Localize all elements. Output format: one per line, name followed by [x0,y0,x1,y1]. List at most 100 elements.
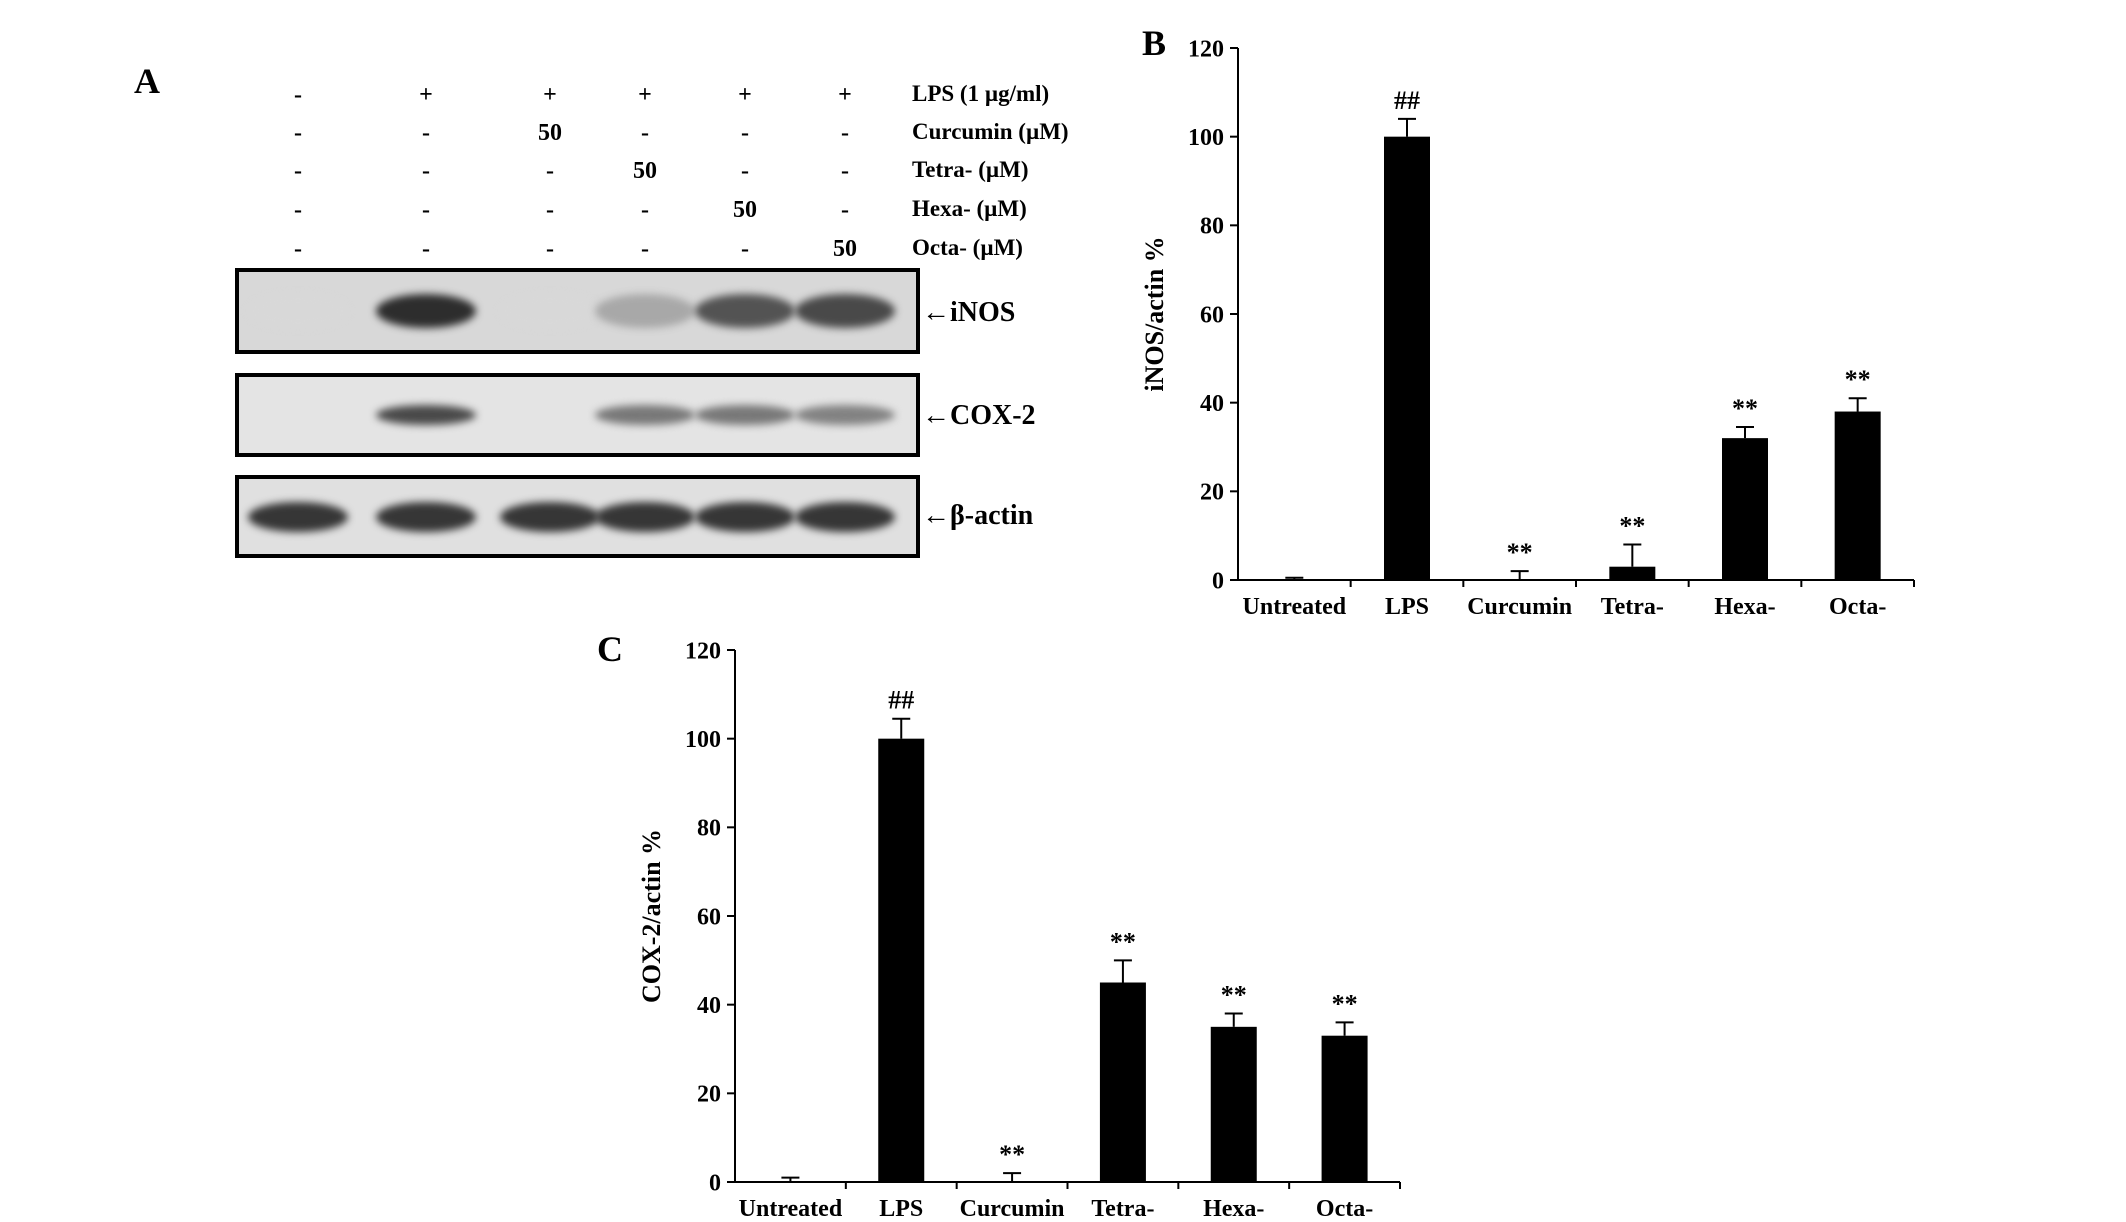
bar [1384,136,1430,580]
y-tick-label: 80 [1200,214,1224,240]
y-tick-label: 60 [1200,302,1224,328]
x-tick-label: Hexa- [1714,594,1775,620]
blot-band [248,294,348,328]
blot-label-beta-actin-text: β-actin [950,500,1034,531]
x-tick-label: Octa- [1316,1196,1373,1222]
panel-c-letter: C [597,629,623,669]
treatment-cell: 50 [733,197,757,223]
treatment-cell: + [543,82,557,108]
treatment-cell: - [422,158,430,184]
y-tick-label: 40 [1200,391,1224,417]
x-tick-label: LPS [1385,594,1429,620]
treatment-cell: 50 [633,158,657,184]
treatment-cell: - [741,120,749,146]
y-tick-label: 80 [697,816,721,842]
blot-band [695,501,795,532]
y-tick-label: 120 [1188,36,1224,62]
significance-label: ** [999,1140,1025,1169]
treatment-label: Tetra- (µM) [912,157,1029,182]
treatment-cell: - [641,236,649,262]
bar [1722,438,1768,580]
significance-label: ** [1110,927,1136,956]
x-tick-label: Hexa- [1203,1196,1264,1222]
treatment-cell: - [546,236,554,262]
treatment-cell: - [641,197,649,223]
blot-band [500,501,600,532]
y-tick-label: 0 [1212,568,1224,594]
bar [1834,411,1881,580]
treatment-cell: - [841,197,849,223]
treatment-label: Octa- (µM) [912,235,1023,260]
western-blot-beta-actin [235,475,920,558]
treatment-cell: - [741,158,749,184]
treatment-label: LPS (1 µg/ml) [912,81,1050,106]
x-tick-label: Curcumin [1467,594,1572,620]
y-tick-label: 100 [1188,125,1224,151]
western-blot-inos [235,268,920,354]
x-tick-label: Untreated [739,1196,843,1222]
treatment-cell: - [294,236,302,262]
bar [878,738,925,1182]
x-tick-label: Curcumin [960,1196,1065,1222]
arrow-left-icon: ← [922,297,950,328]
blot-band [795,294,895,328]
significance-label: ** [1332,989,1358,1018]
treatment-cell: - [841,120,849,146]
blot-band [376,405,476,425]
blot-band [376,501,476,532]
y-axis-label: COX-2/actin % [637,829,666,1003]
treatment-cell: - [294,197,302,223]
western-blot-cox2 [235,373,920,457]
blot-band [695,294,795,328]
y-tick-label: 20 [697,1082,721,1108]
significance-label: ** [1732,394,1758,423]
blot-band [795,405,895,425]
blot-band [376,294,476,328]
blot-band [500,294,600,328]
treatment-label: Curcumin (µM) [912,119,1069,144]
blot-label-cox2-text: COX-2 [950,400,1036,431]
panel-a-letter: A [134,61,160,101]
significance-label: ## [1394,86,1420,115]
bar [1609,566,1656,580]
y-tick-label: 0 [709,1170,721,1196]
blot-band [695,405,795,425]
y-axis-label: iNOS/actin % [1140,236,1169,391]
treatment-cell: - [294,82,302,108]
blot-label-inos: ←iNOS [922,297,1015,329]
arrow-left-icon: ← [922,500,950,531]
significance-label: ## [888,686,914,715]
blot-band [795,501,895,532]
x-tick-label: Tetra- [1091,1196,1154,1222]
treatment-cell: - [294,120,302,146]
treatment-cell: - [422,236,430,262]
blot-label-cox2: ←COX-2 [922,400,1036,432]
x-tick-label: Octa- [1829,594,1886,620]
treatment-cell: 50 [538,120,562,146]
arrow-left-icon: ← [922,400,950,431]
treatment-cell: - [546,197,554,223]
x-tick-label: Tetra- [1601,594,1664,620]
blot-band [595,405,695,425]
y-tick-label: 100 [685,727,721,753]
y-tick-label: 120 [685,638,721,664]
treatment-cell: - [294,158,302,184]
treatment-cell: + [419,82,433,108]
treatment-cell: + [738,82,752,108]
x-tick-label: LPS [879,1196,923,1222]
treatment-cell: - [841,158,849,184]
significance-label: ** [1845,365,1871,394]
significance-label: ** [1221,981,1247,1010]
bar [1099,982,1146,1182]
blot-band [595,294,695,328]
treatment-cell: - [546,158,554,184]
significance-label: ** [1619,512,1645,541]
y-tick-label: 20 [1200,480,1224,506]
treatment-cell: + [638,82,652,108]
y-tick-label: 60 [697,904,721,930]
treatment-cell: + [838,82,852,108]
treatment-cell: - [422,197,430,223]
significance-label: ** [1507,538,1533,567]
